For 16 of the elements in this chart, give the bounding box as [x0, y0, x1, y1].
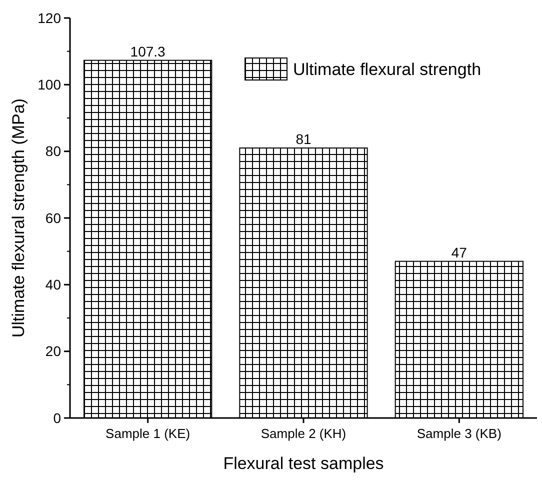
data-label: 107.3: [130, 43, 166, 60]
x-tick-label: Sample 3 (KB): [416, 426, 502, 441]
y-tick-label: 20: [45, 343, 62, 360]
x-axis-title: Flexural test samples: [223, 454, 384, 473]
y-tick-label: 80: [45, 143, 62, 160]
y-tick-label: 60: [45, 210, 62, 226]
y-axis-title: Ultimate flexural strength (MPa): [9, 98, 28, 338]
y-tick-label: 100: [38, 76, 62, 93]
x-tick-label: Sample 2 (KH): [260, 426, 346, 441]
data-label: 47: [451, 244, 468, 260]
y-tick-label: 120: [38, 10, 62, 26]
x-tick-label: Sample 1 (KE): [106, 426, 190, 441]
legend-label: Ultimate flexural strength: [293, 60, 482, 79]
data-label: 81: [296, 131, 312, 147]
y-tick-label: 0: [53, 410, 62, 426]
y-tick-label: 40: [45, 276, 62, 293]
